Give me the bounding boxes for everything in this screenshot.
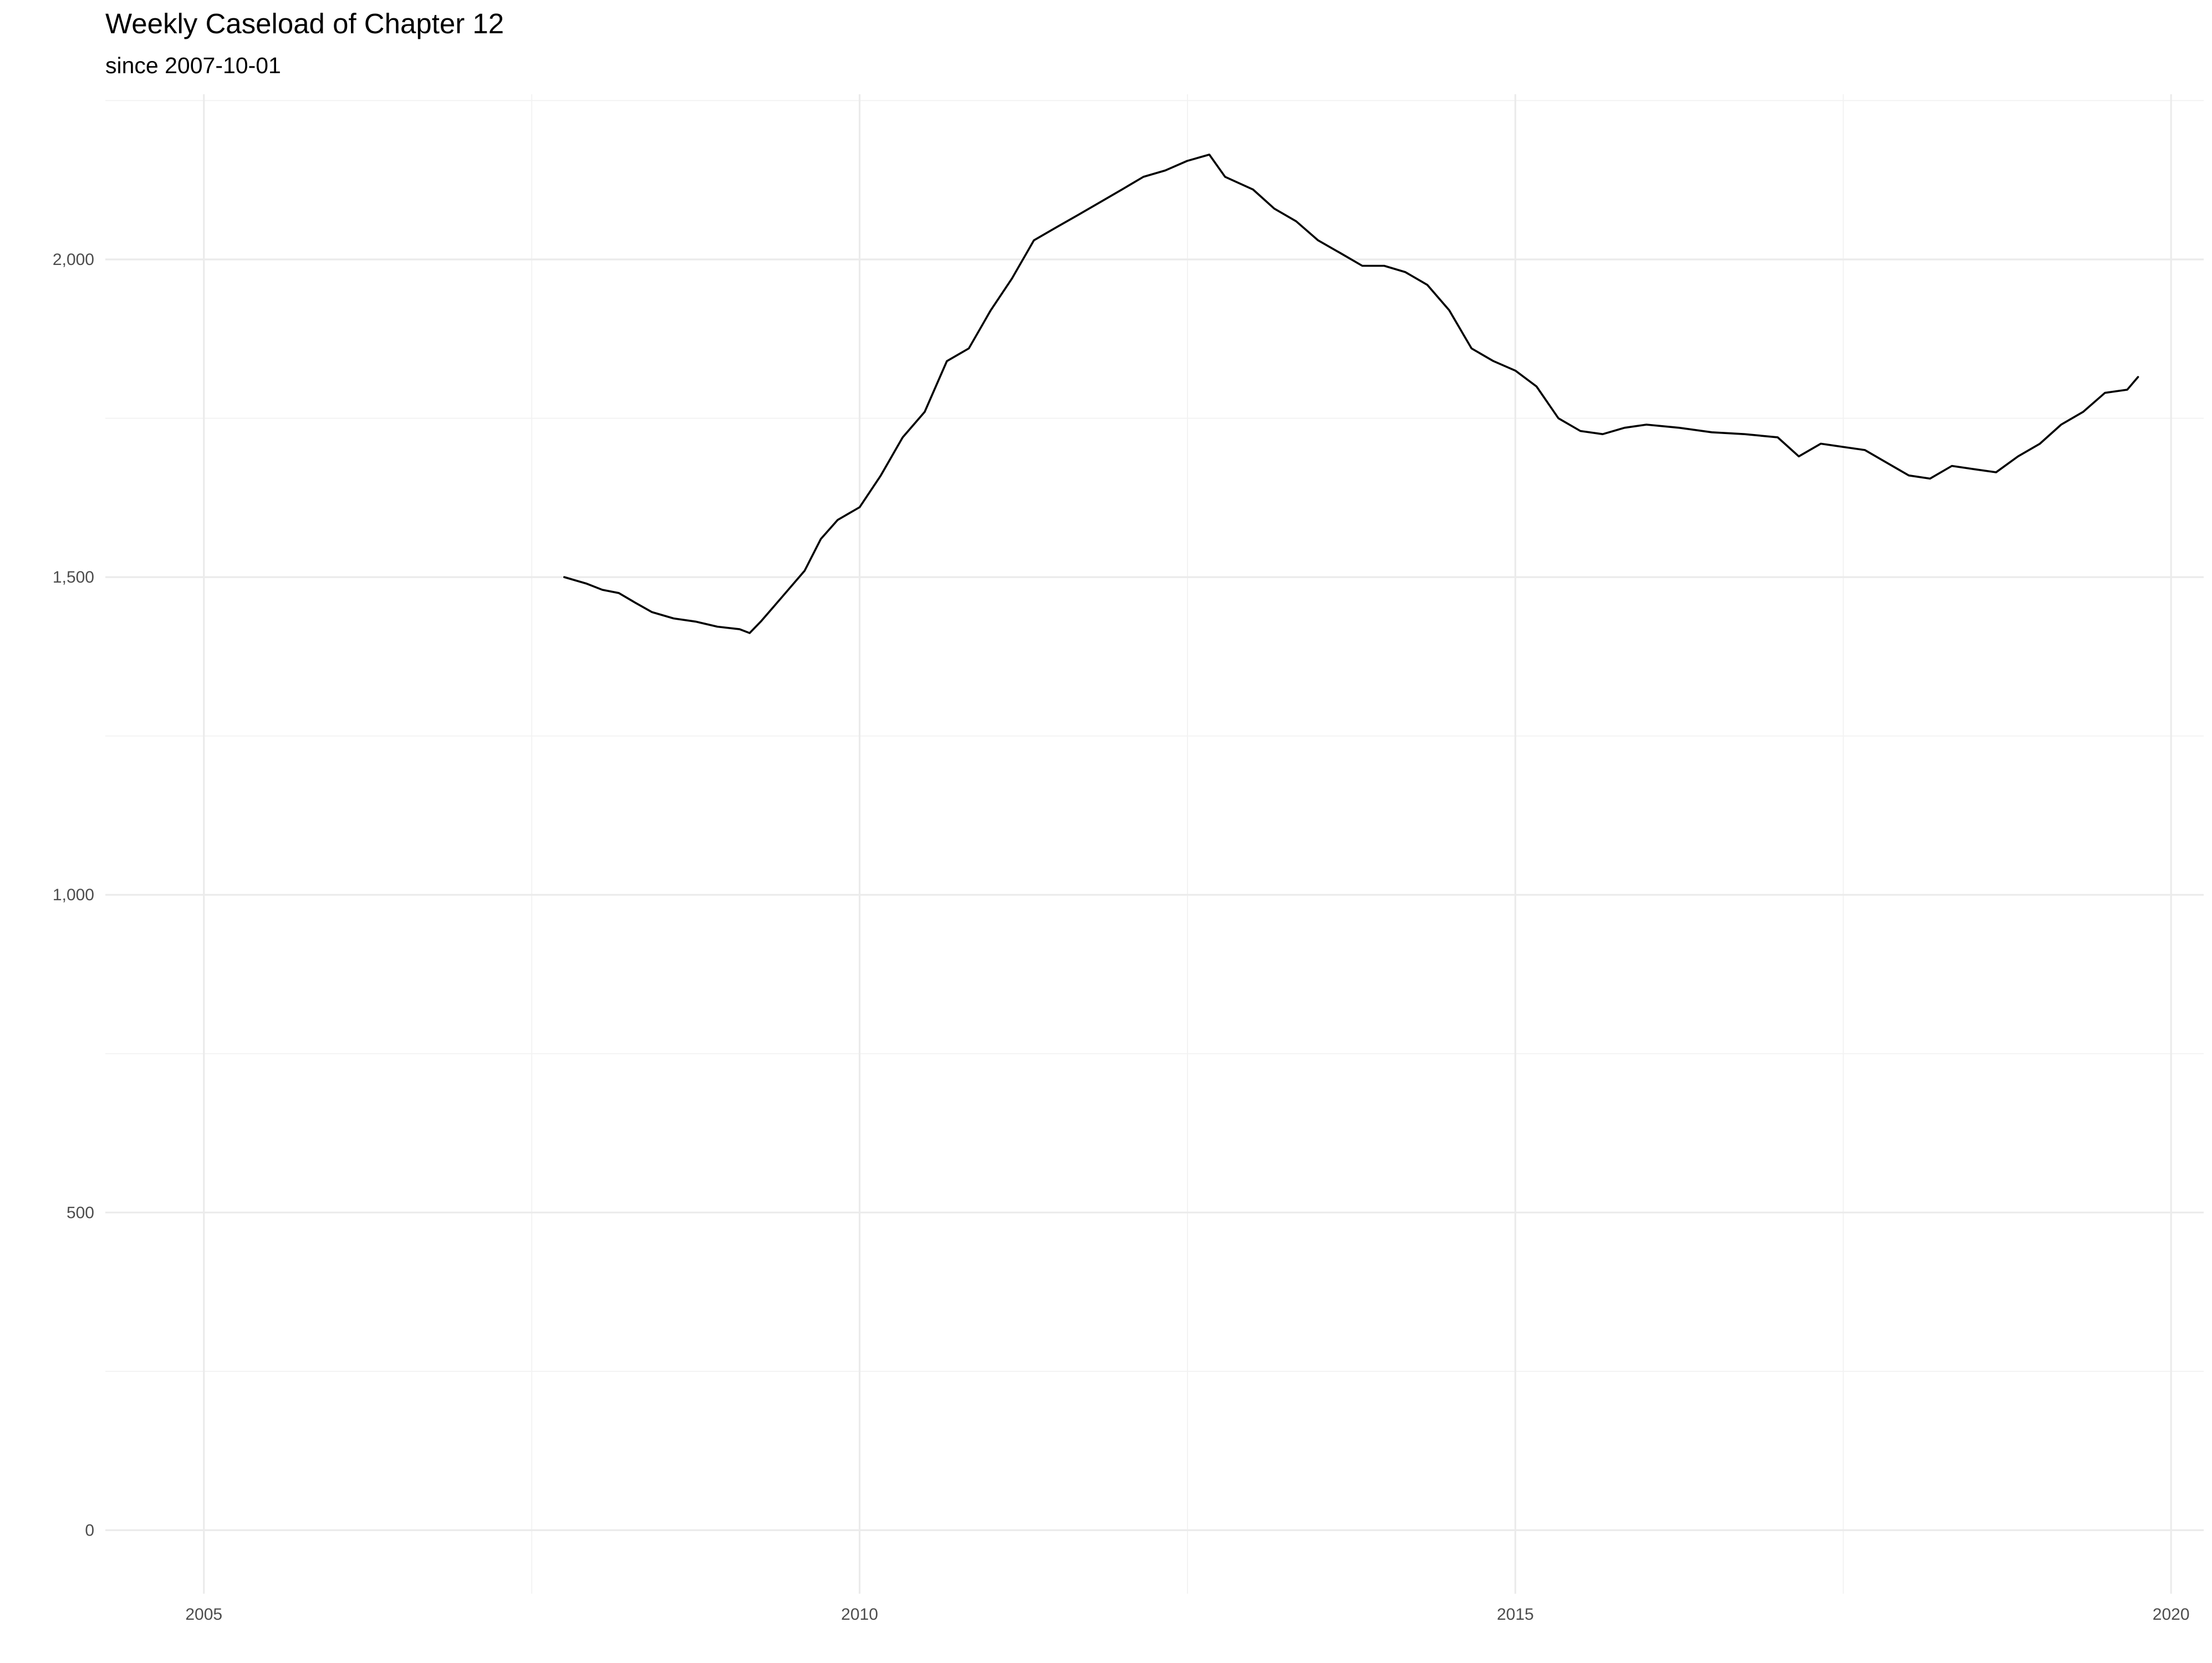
x-tick-label: 2005 bbox=[185, 1605, 222, 1624]
y-axis: 0 500 1,000 1,500 2,000 bbox=[53, 251, 94, 1539]
y-tick-label: 2,000 bbox=[53, 251, 94, 269]
x-axis: 2005 2010 2015 2020 bbox=[185, 1605, 2189, 1624]
caseload-series-line bbox=[563, 154, 2139, 634]
y-tick-label: 1,500 bbox=[53, 568, 94, 586]
chart-subtitle: since 2007-10-01 bbox=[105, 53, 281, 78]
plot-area bbox=[563, 154, 2139, 634]
x-tick-label: 2020 bbox=[2153, 1605, 2190, 1624]
chart-title: Weekly Caseload of Chapter 12 bbox=[105, 8, 504, 39]
x-tick-label: 2015 bbox=[1497, 1605, 1534, 1624]
y-tick-label: 1,000 bbox=[53, 886, 94, 904]
x-tick-label: 2010 bbox=[841, 1605, 878, 1624]
y-tick-label: 0 bbox=[85, 1521, 94, 1539]
gridlines bbox=[105, 94, 2204, 1594]
y-tick-label: 500 bbox=[67, 1203, 94, 1222]
